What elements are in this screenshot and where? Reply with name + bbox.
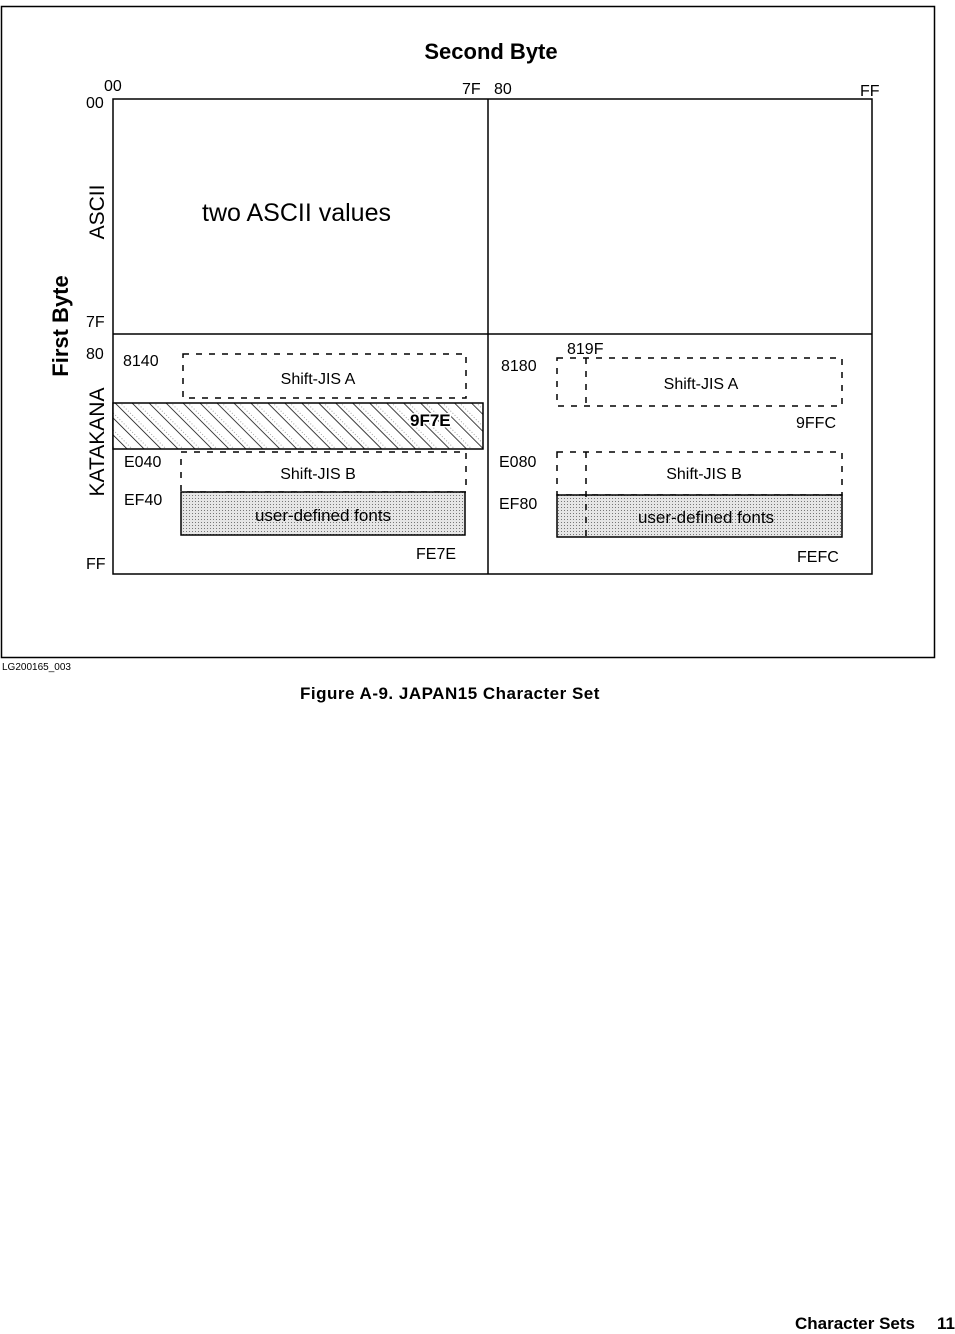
left-sjis-b-start: E040 xyxy=(124,454,161,471)
side-tick-00: 00 xyxy=(86,95,104,112)
side-tick-ff: FF xyxy=(86,556,106,573)
side-tick-7f: 7F xyxy=(86,314,105,331)
left-sjis-b-label: Shift-JIS B xyxy=(280,466,356,483)
right-sjis-a-start: 8180 xyxy=(501,358,537,375)
footer-section: Character Sets xyxy=(795,1314,916,1333)
top-tick-ff: FF xyxy=(860,83,880,100)
left-udf-label: user-defined fonts xyxy=(255,506,391,525)
ascii-region-label: two ASCII values xyxy=(202,199,391,227)
right-sjis-a-inner: 819F xyxy=(567,341,604,358)
right-udf-label: user-defined fonts xyxy=(638,508,774,527)
figure-id: LG200165_003 xyxy=(2,662,71,673)
second-byte-title: Second Byte xyxy=(424,39,557,64)
figure-caption: Figure A-9. JAPAN15 Character Set xyxy=(300,684,600,703)
right-sjis-b-label: Shift-JIS B xyxy=(666,466,742,483)
page-footer: Character Sets 11 xyxy=(773,1314,955,1334)
left-sjis-a-label: Shift-JIS A xyxy=(281,371,356,388)
top-tick-00: 00 xyxy=(104,78,122,95)
right-sjis-a-end: 9FFC xyxy=(796,415,836,432)
katakana-label: KATAKANA xyxy=(86,388,109,497)
code-grid xyxy=(112,98,873,575)
left-hatched-end: 9F7E xyxy=(410,411,451,430)
footer-page-number: 11 xyxy=(937,1314,955,1333)
left-end: FE7E xyxy=(416,546,456,563)
right-user-defined-fonts xyxy=(556,494,843,538)
side-tick-80: 80 xyxy=(86,346,104,363)
left-sjis-a-start: 8140 xyxy=(123,353,159,370)
first-byte-title: First Byte xyxy=(48,275,73,376)
left-sjis-a-box xyxy=(182,353,467,399)
right-end: FEFC xyxy=(797,549,839,566)
top-tick-80: 80 xyxy=(494,81,512,98)
right-sjis-b-start: E080 xyxy=(499,454,536,471)
japan15-diagram: Second Byte First Byte 00 7F 80 FF 00 7F… xyxy=(0,5,936,659)
ascii-label: ASCII xyxy=(86,185,109,240)
left-sjis-b-box xyxy=(180,451,467,493)
right-udf-start: EF80 xyxy=(499,496,537,513)
left-hatched-region xyxy=(112,402,484,450)
right-sjis-a-label: Shift-JIS A xyxy=(664,376,739,393)
top-tick-7f: 7F xyxy=(462,81,481,98)
left-user-defined-fonts xyxy=(180,491,466,536)
left-udf-start: EF40 xyxy=(124,492,162,509)
right-sjis-a-box xyxy=(556,357,843,407)
figure-frame xyxy=(0,5,936,659)
